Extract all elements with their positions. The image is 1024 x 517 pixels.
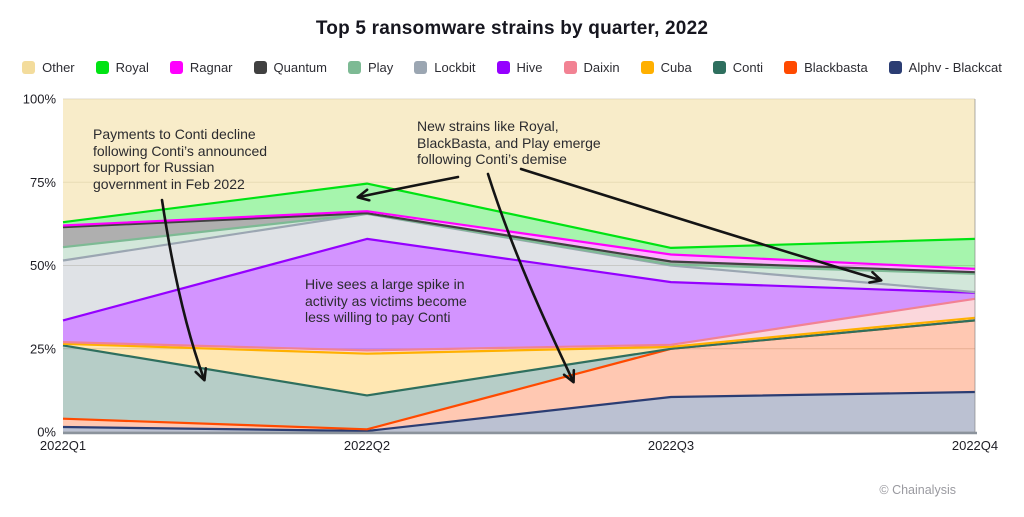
y-tick-label-0: 0% [37, 425, 56, 440]
line-conti [62, 319, 976, 397]
area-hive [63, 238, 975, 351]
area-blackbasta [63, 320, 975, 431]
x-tick-label-2022Q1: 2022Q1 [40, 438, 86, 453]
legend-swatch [95, 61, 109, 74]
arrow-to-conti-decline [160, 198, 208, 382]
legend-swatch [784, 61, 798, 74]
legend-item-ragnar: Ragnar [169, 60, 233, 75]
area-lockbit [63, 213, 975, 321]
chart-title: Top 5 ransomware strains by quarter, 202… [315, 18, 709, 39]
legend-label: Royal [115, 60, 149, 75]
line-alphv-blackcat [62, 390, 976, 433]
annotation-hive-spike: Hive sees a large spike in activity as v… [305, 276, 467, 326]
line-cuba [62, 316, 976, 355]
line-play [62, 212, 976, 275]
legend-item-cuba: Cuba [640, 60, 692, 75]
legend-label: Cuba [660, 60, 692, 75]
line-quantum [62, 212, 976, 274]
y-tick-label-50: 50% [30, 258, 56, 273]
legend-label: Ragnar [189, 60, 233, 75]
y-tick-label-75: 75% [30, 175, 56, 190]
legend-label: Blackbasta [804, 60, 868, 75]
x-tick-label-2022Q4: 2022Q4 [952, 438, 998, 453]
legend-item-conti: Conti [712, 60, 764, 75]
legend-label: Hive [516, 60, 543, 75]
legend-swatch [888, 61, 902, 74]
legend-label: Conti [732, 60, 764, 75]
legend-label: Other [42, 60, 75, 75]
arrow-to-royal-peak [356, 175, 460, 202]
y-tick-label-100: 100% [23, 92, 57, 107]
legend-swatch [563, 61, 577, 74]
legend-item-lockbit: Lockbit [414, 60, 476, 75]
line-royal [62, 182, 976, 249]
line-daixin [62, 297, 976, 352]
legend-label: Play [368, 60, 394, 75]
legend-label: Alphv - Blackcat [908, 60, 1002, 75]
legend-label: Quantum [273, 60, 327, 75]
legend-swatch [496, 61, 510, 74]
x-tick-label-2022Q2: 2022Q2 [344, 438, 390, 453]
legend-swatch [414, 61, 428, 74]
legend-label: Daixin [583, 60, 620, 75]
legend-item-alphv-blackcat: Alphv - Blackcat [888, 60, 1002, 75]
legend-label: Lockbit [434, 60, 476, 75]
legend-swatch [253, 61, 267, 74]
legend-swatch [712, 61, 726, 74]
annotation-new-strains: New strains like Royal, BlackBasta, and … [417, 118, 601, 168]
legend-item-blackbasta: Blackbasta [784, 60, 868, 75]
area-ragnar [63, 211, 975, 273]
chart-legend: Other Royal Ragnar Quantum Play Lockbit Hive Da… [0, 60, 1024, 75]
legend-item-hive: Hive [496, 60, 543, 75]
legend-item-quantum: Quantum [253, 60, 327, 75]
area-royal [63, 183, 975, 269]
arrow-to-blackbasta-emerge [486, 172, 576, 384]
area-other [63, 99, 975, 248]
legend-swatch [22, 61, 36, 74]
x-tick-label-2022Q3: 2022Q3 [648, 438, 694, 453]
area-alphv-blackcat [63, 392, 975, 432]
arrow-to-play-emerge [519, 167, 883, 284]
attribution-chainalysis: © Chainalysis [879, 483, 956, 497]
legend-item-royal: Royal [95, 60, 149, 75]
legend-item-other: Other [22, 60, 75, 75]
area-conti [63, 320, 975, 430]
legend-item-daixin: Daixin [563, 60, 620, 75]
legend-swatch [169, 61, 183, 74]
legend-item-play: Play [348, 60, 393, 75]
y-tick-label-25: 25% [30, 341, 56, 356]
legend-swatch [348, 61, 361, 74]
annotation-conti-decline: Payments to Conti decline following Cont… [93, 126, 268, 192]
legend-swatch [640, 61, 654, 74]
area-cuba [63, 317, 975, 396]
